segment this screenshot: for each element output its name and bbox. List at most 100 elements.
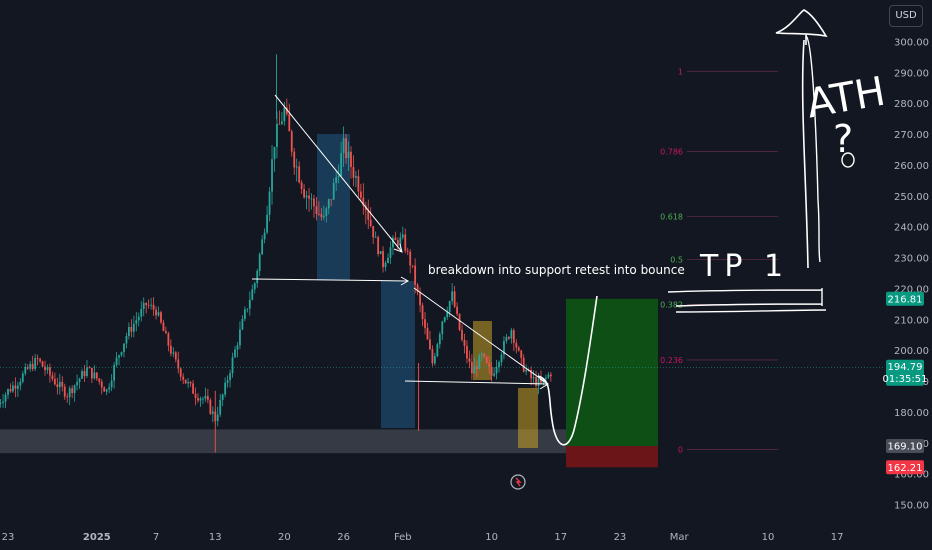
candle-body [308, 195, 310, 199]
candle-body [41, 361, 44, 367]
candle-body [179, 368, 182, 377]
highlight-box-2-tint [381, 281, 415, 428]
ath-arrow-left-side [805, 35, 821, 263]
descending-trendline-2[interactable] [413, 287, 549, 385]
candle-body [93, 372, 96, 379]
ath-arrow-head [775, 9, 828, 45]
fib-level-label: 0.5 [670, 256, 683, 265]
candle-body [71, 388, 74, 394]
time-tick-label: 10 [485, 532, 498, 543]
descending-trendline[interactable] [274, 94, 403, 253]
candle-body [433, 356, 436, 364]
candle-body [123, 343, 125, 353]
yellow-box-1[interactable] [473, 321, 492, 380]
candle-body [480, 353, 483, 356]
currency-button[interactable]: USD [889, 5, 923, 27]
candle-body [202, 398, 204, 400]
candle-body [49, 367, 51, 376]
candle-body [4, 394, 7, 402]
candle-body [357, 176, 360, 192]
price-tick-label: 200.00 [894, 346, 929, 357]
candle-body [540, 378, 542, 383]
candle-body [508, 337, 510, 339]
candle-body [498, 362, 500, 367]
candle-body [266, 214, 268, 233]
candle-body [283, 107, 286, 122]
time-axis[interactable]: 23 2025 7 13 20 26 Feb 10 17 23 Mar 10 17 [0, 525, 885, 550]
time-tick-label: 10 [762, 532, 775, 543]
candle-body [520, 350, 523, 358]
candle-body [300, 182, 303, 190]
question-mark-dot [841, 152, 855, 168]
position-loss-zone[interactable] [566, 446, 658, 468]
price-tick-label: 160.00 [894, 470, 929, 481]
candle-body [350, 151, 352, 168]
price-tick-label: 260.00 [894, 161, 929, 172]
candle-body [330, 199, 333, 201]
candle-body [500, 354, 503, 363]
candle-body [411, 265, 414, 267]
candle-body [221, 394, 224, 401]
position-profit-zone[interactable] [566, 298, 658, 447]
candle-body [396, 240, 399, 246]
candle-body [401, 234, 404, 238]
candle-body [61, 381, 64, 387]
price-tick-label: 220.00 [894, 284, 929, 295]
handwritten-tp1: TP 1 [699, 249, 789, 284]
support-zone[interactable] [0, 429, 566, 454]
price-tick-label: 180.00 [894, 408, 929, 419]
candle-body [169, 345, 172, 354]
candle-body [387, 257, 389, 263]
candle-body [56, 384, 59, 388]
lower-support-line[interactable] [404, 380, 549, 385]
candle-body [276, 123, 278, 147]
time-tick-label: 2025 [83, 532, 111, 543]
candle-body [466, 346, 468, 359]
candle-body [174, 352, 177, 360]
candle-body [525, 369, 528, 372]
candle-body [456, 306, 458, 314]
candle-body [26, 367, 29, 369]
candle-body [34, 358, 37, 370]
candle-body [394, 237, 397, 241]
yellow-box-2[interactable] [518, 388, 538, 448]
candle-body [355, 176, 357, 178]
fib-level-label: 0.382 [660, 300, 683, 309]
highlight-box-1[interactable] [317, 134, 350, 280]
candle-body [239, 329, 241, 346]
highlight-box-1-tint [317, 134, 350, 280]
price-tick-label: 280.00 [894, 99, 929, 110]
candle-body [113, 365, 116, 381]
candle-body [337, 175, 340, 178]
candle-body [21, 373, 24, 382]
price-tick-label: 250.00 [894, 192, 929, 203]
candle-body [342, 138, 345, 154]
candle-body [44, 366, 46, 371]
candle-body [318, 213, 320, 215]
candle-body [51, 375, 54, 379]
candles-layer [0, 54, 552, 453]
candle-body [29, 363, 32, 369]
candle-body [382, 251, 384, 268]
candle-body [16, 385, 19, 389]
replay-icon[interactable] [510, 474, 526, 490]
candle-body [273, 146, 276, 160]
candle-body [63, 386, 66, 397]
candle-body [530, 370, 533, 379]
candle-body [377, 237, 380, 255]
candle-body [347, 151, 350, 159]
candle-body [515, 342, 518, 348]
candle-body [95, 372, 98, 379]
support-line[interactable] [251, 278, 409, 282]
candle-body [226, 380, 229, 383]
candle-body [182, 376, 185, 380]
candle-body [545, 377, 547, 379]
candle-body [505, 337, 508, 341]
handwritten-question: ? [833, 117, 853, 161]
highlight-box-2[interactable] [381, 281, 415, 428]
candle-body [192, 383, 194, 394]
candle-body [253, 283, 256, 290]
candle-body [404, 234, 407, 251]
candle-body [258, 254, 261, 271]
